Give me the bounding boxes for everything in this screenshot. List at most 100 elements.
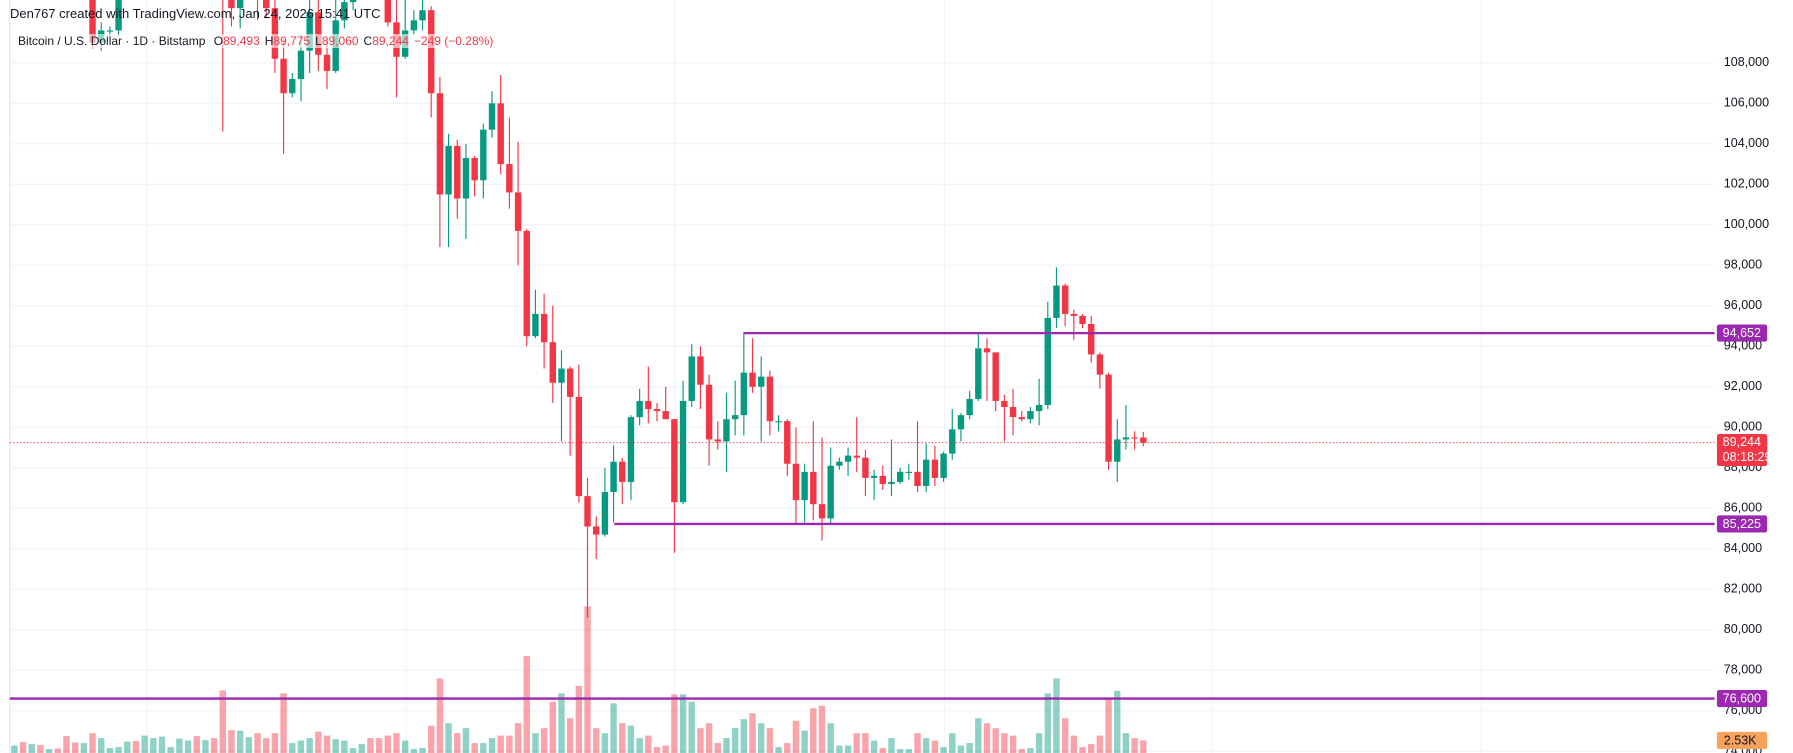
volume-bar bbox=[905, 749, 913, 753]
volume-bar bbox=[271, 733, 279, 753]
volume-bar bbox=[37, 745, 44, 753]
volume-bar bbox=[150, 738, 157, 753]
volume-bar bbox=[1061, 718, 1069, 753]
candle-body bbox=[514, 192, 522, 231]
candle-body bbox=[949, 429, 956, 454]
volume-bar bbox=[323, 735, 331, 753]
candle-body bbox=[89, 0, 96, 43]
candle-body bbox=[488, 103, 496, 130]
grid bbox=[9, 0, 1715, 753]
volume-bar bbox=[957, 745, 965, 753]
volume-bar bbox=[289, 743, 296, 753]
volume-bar bbox=[141, 735, 148, 753]
candle-body bbox=[662, 411, 669, 420]
candle-body bbox=[1140, 437, 1147, 443]
volume-bar bbox=[428, 725, 435, 753]
volume-bar bbox=[558, 693, 565, 753]
volume-bar bbox=[228, 730, 235, 753]
volume-bar bbox=[54, 748, 62, 753]
y-tick-label: 94,000 bbox=[1724, 339, 1762, 353]
volume-bar bbox=[28, 744, 35, 753]
volume-bar bbox=[775, 747, 782, 753]
volume-bar bbox=[619, 723, 626, 753]
candle-body bbox=[436, 93, 444, 195]
y-tick-label: 82,000 bbox=[1724, 582, 1762, 596]
volume-bar bbox=[1122, 733, 1130, 753]
volume-bar bbox=[349, 748, 357, 753]
volume-bar bbox=[679, 694, 687, 753]
volume-bar bbox=[454, 733, 461, 753]
candle-body bbox=[480, 129, 487, 181]
volume-bar bbox=[896, 749, 904, 753]
candle-body bbox=[749, 372, 756, 387]
volume-bar bbox=[879, 748, 886, 753]
candle-body bbox=[1061, 285, 1069, 314]
candle-body bbox=[723, 419, 730, 442]
candle-body bbox=[697, 356, 704, 385]
candle-body bbox=[896, 471, 904, 482]
candle-body bbox=[593, 526, 600, 535]
candle-body bbox=[115, 0, 122, 31]
volume-bar bbox=[523, 656, 530, 753]
candle-body bbox=[627, 417, 635, 482]
volume-bar bbox=[184, 740, 192, 753]
candle-body bbox=[566, 368, 574, 397]
candle-body bbox=[775, 421, 782, 423]
candle-body bbox=[975, 348, 982, 399]
level-badge bbox=[1716, 515, 1768, 533]
volume-bar bbox=[393, 733, 400, 753]
volume-bar bbox=[983, 723, 991, 753]
volume-bar bbox=[419, 748, 426, 753]
volume-bar bbox=[1018, 749, 1025, 753]
volume-bar bbox=[506, 735, 513, 753]
volume-bar bbox=[749, 713, 756, 753]
candle-body bbox=[853, 455, 860, 458]
volume-bar bbox=[601, 733, 609, 753]
candle-body bbox=[801, 471, 808, 501]
candle-body bbox=[1122, 437, 1130, 440]
candle-body bbox=[462, 158, 470, 199]
candle-body bbox=[419, 10, 426, 21]
volume-bar bbox=[384, 735, 391, 753]
volume-bar bbox=[801, 730, 808, 753]
volume-bar bbox=[784, 743, 791, 753]
volume-bar bbox=[480, 743, 487, 753]
volume-bar bbox=[532, 733, 539, 753]
volume-bar bbox=[202, 740, 209, 753]
volume-bar bbox=[584, 606, 591, 753]
volume-bar bbox=[792, 720, 800, 753]
candle-body bbox=[384, 0, 391, 23]
volume-bar bbox=[410, 749, 418, 753]
candle-body bbox=[471, 158, 478, 181]
legend-value: 89,775 bbox=[273, 34, 311, 48]
volume-bar bbox=[1001, 733, 1008, 753]
candle-body bbox=[1044, 317, 1051, 406]
candle-body bbox=[731, 415, 739, 420]
candle-body bbox=[1131, 437, 1138, 439]
price-label: 89,244 bbox=[1723, 435, 1761, 449]
candle-body bbox=[236, 0, 244, 9]
volume-bar bbox=[1009, 735, 1017, 753]
volume-bar bbox=[610, 703, 617, 753]
volume-bar bbox=[966, 743, 973, 753]
volume-bar bbox=[341, 740, 348, 753]
volume-bar bbox=[315, 731, 322, 753]
y-tick-label: 78,000 bbox=[1724, 663, 1762, 677]
candle-body bbox=[497, 103, 504, 165]
candle-body bbox=[297, 50, 305, 80]
candle-body bbox=[619, 461, 626, 482]
y-tick-label: 86,000 bbox=[1724, 501, 1762, 515]
y-tick-label: 108,000 bbox=[1724, 55, 1769, 69]
candle-body bbox=[870, 475, 878, 478]
candle-body bbox=[263, 0, 270, 9]
volume-bar bbox=[1079, 747, 1086, 753]
volume-bar bbox=[723, 738, 730, 753]
candle-body bbox=[740, 372, 748, 416]
volume-bar bbox=[445, 723, 452, 753]
candle-body bbox=[306, 12, 313, 51]
candle-body bbox=[705, 384, 713, 440]
volume-bar bbox=[11, 745, 18, 753]
